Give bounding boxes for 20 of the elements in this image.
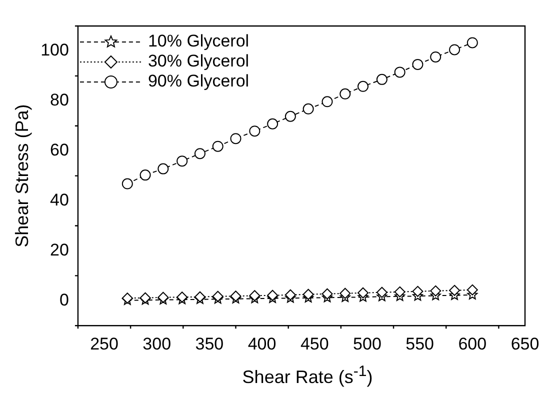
x-tick-label: 550 xyxy=(406,334,434,354)
x-tick-label: 300 xyxy=(142,334,172,354)
legend-label: 90% Glycerol xyxy=(148,72,250,91)
x-tick-label: 400 xyxy=(248,334,276,354)
y-tick-label: 0 xyxy=(59,290,69,310)
x-tick-label: 650 xyxy=(510,334,540,354)
y-tick-label: 40 xyxy=(50,190,69,210)
y-tick-label: 100 xyxy=(40,40,69,60)
x-tick-label: 350 xyxy=(195,334,224,354)
legend-label: 30% Glycerol xyxy=(148,52,250,71)
x-axis-title: Shear Rate (s$^{-1}$) xyxy=(241,363,374,388)
legend-label: 10% Glycerol xyxy=(148,32,250,51)
y-tick-label: 80 xyxy=(50,90,69,110)
y-tick-label: 20 xyxy=(50,240,69,260)
x-tick-label: 250 xyxy=(90,334,118,354)
y-axis-title: Shear Stress (Pa) xyxy=(12,104,32,248)
y-tick-label: 60 xyxy=(50,140,69,160)
x-tick-label: 500 xyxy=(353,334,382,354)
x-tick-label: 600 xyxy=(458,334,487,354)
x-tick-label: 450 xyxy=(300,334,329,354)
